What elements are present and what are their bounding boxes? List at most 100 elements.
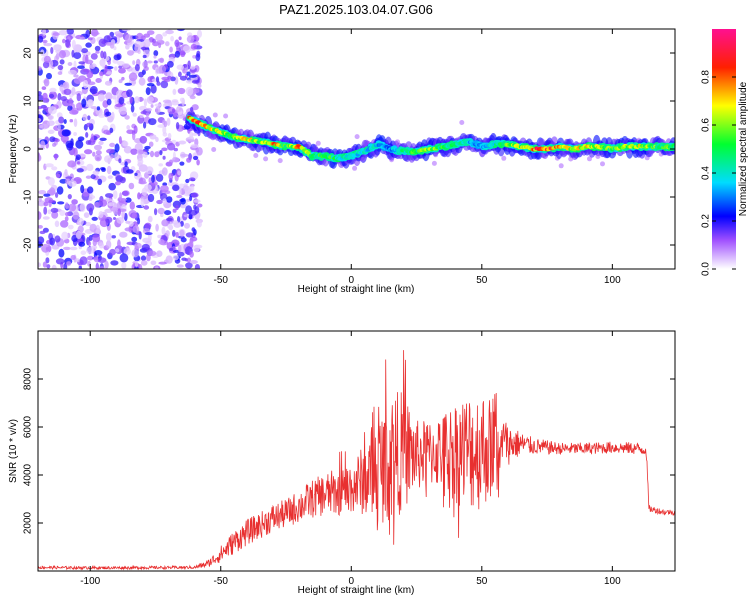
noise-speckle	[161, 167, 168, 176]
noise-speckle	[45, 163, 54, 168]
noise-speckle	[106, 148, 115, 154]
noise-speckle	[55, 192, 59, 198]
noise-speckle	[194, 264, 200, 269]
noise-speckle	[125, 197, 132, 203]
noise-speckle	[132, 225, 140, 233]
noise-speckle	[67, 194, 72, 200]
noise-speckle	[66, 29, 74, 35]
noise-speckle	[172, 254, 179, 261]
noise-speckle	[109, 127, 114, 133]
noise-speckle	[83, 212, 90, 219]
noise-speckle	[149, 134, 157, 140]
noise-speckle	[192, 55, 197, 59]
noise-speckle	[116, 89, 125, 99]
snr-y-ticks: 2000 4000 6000 8000	[23, 367, 675, 534]
noise-speckle	[148, 141, 154, 147]
noise-speckle	[43, 43, 53, 47]
noise-speckle	[178, 187, 182, 196]
y-tick-label: -20	[23, 237, 34, 252]
noise-speckle	[195, 53, 201, 62]
noise-speckle	[58, 248, 65, 258]
noise-speckle	[50, 47, 54, 54]
y-tick-label: -10	[23, 189, 34, 204]
ridge-speckle	[459, 120, 465, 125]
noise-speckle	[188, 209, 198, 216]
noise-speckle	[43, 78, 50, 87]
noise-speckle	[109, 142, 116, 148]
noise-speckle	[113, 46, 117, 51]
noise-speckle	[60, 96, 67, 102]
noise-speckle	[142, 151, 148, 158]
noise-speckle	[92, 151, 96, 157]
noise-speckle	[62, 82, 68, 89]
noise-speckle	[122, 140, 129, 147]
x-tick-label: -100	[80, 275, 100, 286]
y-tick-label: 4000	[23, 463, 34, 486]
noise-speckle	[73, 74, 79, 78]
noise-speckle	[86, 70, 94, 79]
noise-speckle	[114, 181, 121, 186]
ridge-speckle	[315, 140, 321, 146]
noise-speckle	[95, 50, 100, 54]
noise-speckle	[197, 203, 203, 208]
noise-speckle	[155, 136, 159, 143]
noise-speckle	[77, 136, 85, 142]
ridge-speckle	[263, 156, 269, 162]
noise-speckle	[38, 118, 42, 122]
noise-speckle	[142, 54, 147, 59]
noise-speckle	[175, 122, 180, 130]
ridge-speckle	[253, 153, 259, 158]
noise-speckle	[63, 119, 67, 124]
noise-speckle	[182, 45, 191, 53]
noise-speckle	[61, 129, 71, 137]
noise-speckle	[158, 239, 165, 245]
ridge-speckle	[212, 112, 218, 118]
noise-speckle	[120, 111, 128, 115]
noise-speckle	[140, 260, 148, 266]
noise-speckle	[123, 247, 131, 255]
noise-speckle	[111, 111, 115, 121]
noise-speckle	[115, 248, 120, 253]
noise-speckle	[129, 201, 135, 210]
noise-speckle	[142, 61, 149, 68]
x-tick-label: -50	[214, 576, 229, 587]
noise-speckle	[154, 208, 158, 216]
noise-speckle	[85, 29, 91, 38]
noise-speckle	[134, 242, 142, 249]
noise-speckle	[150, 260, 157, 266]
noise-speckle	[107, 175, 113, 180]
noise-speckle	[78, 241, 86, 247]
noise-speckle	[82, 79, 89, 89]
spectrogram-y-axis-label: Frequency (Hz)	[8, 115, 19, 184]
noise-speckle	[148, 118, 157, 126]
noise-speckle	[158, 163, 163, 167]
noise-speckle	[196, 220, 202, 228]
noise-speckle	[170, 76, 176, 82]
y-tick-label: 8000	[23, 367, 34, 390]
noise-speckle	[68, 97, 73, 107]
noise-speckle	[101, 167, 106, 172]
noise-speckle	[75, 139, 84, 149]
noise-speckle	[59, 59, 65, 65]
noise-speckle	[64, 202, 69, 210]
noise-speckle	[92, 239, 98, 247]
noise-speckle	[97, 257, 107, 264]
x-tick-label: 50	[476, 576, 488, 587]
ridge-speckle	[431, 160, 437, 166]
noise-speckle	[148, 177, 152, 184]
noise-speckle	[143, 200, 148, 205]
noise-speckle	[191, 79, 200, 84]
noise-speckle	[129, 96, 133, 104]
noise-speckle	[55, 258, 65, 265]
noise-speckle	[47, 115, 54, 120]
noise-speckle	[95, 78, 102, 83]
noise-speckle	[42, 29, 47, 36]
noise-speckle	[85, 132, 89, 138]
noise-speckle	[57, 93, 62, 101]
noise-speckle	[64, 169, 68, 176]
chart-title: PAZ1.2025.103.04.07.G06	[279, 2, 433, 17]
noise-speckle	[117, 208, 121, 217]
noise-speckle	[167, 75, 172, 80]
ridge-speckle	[211, 147, 217, 152]
